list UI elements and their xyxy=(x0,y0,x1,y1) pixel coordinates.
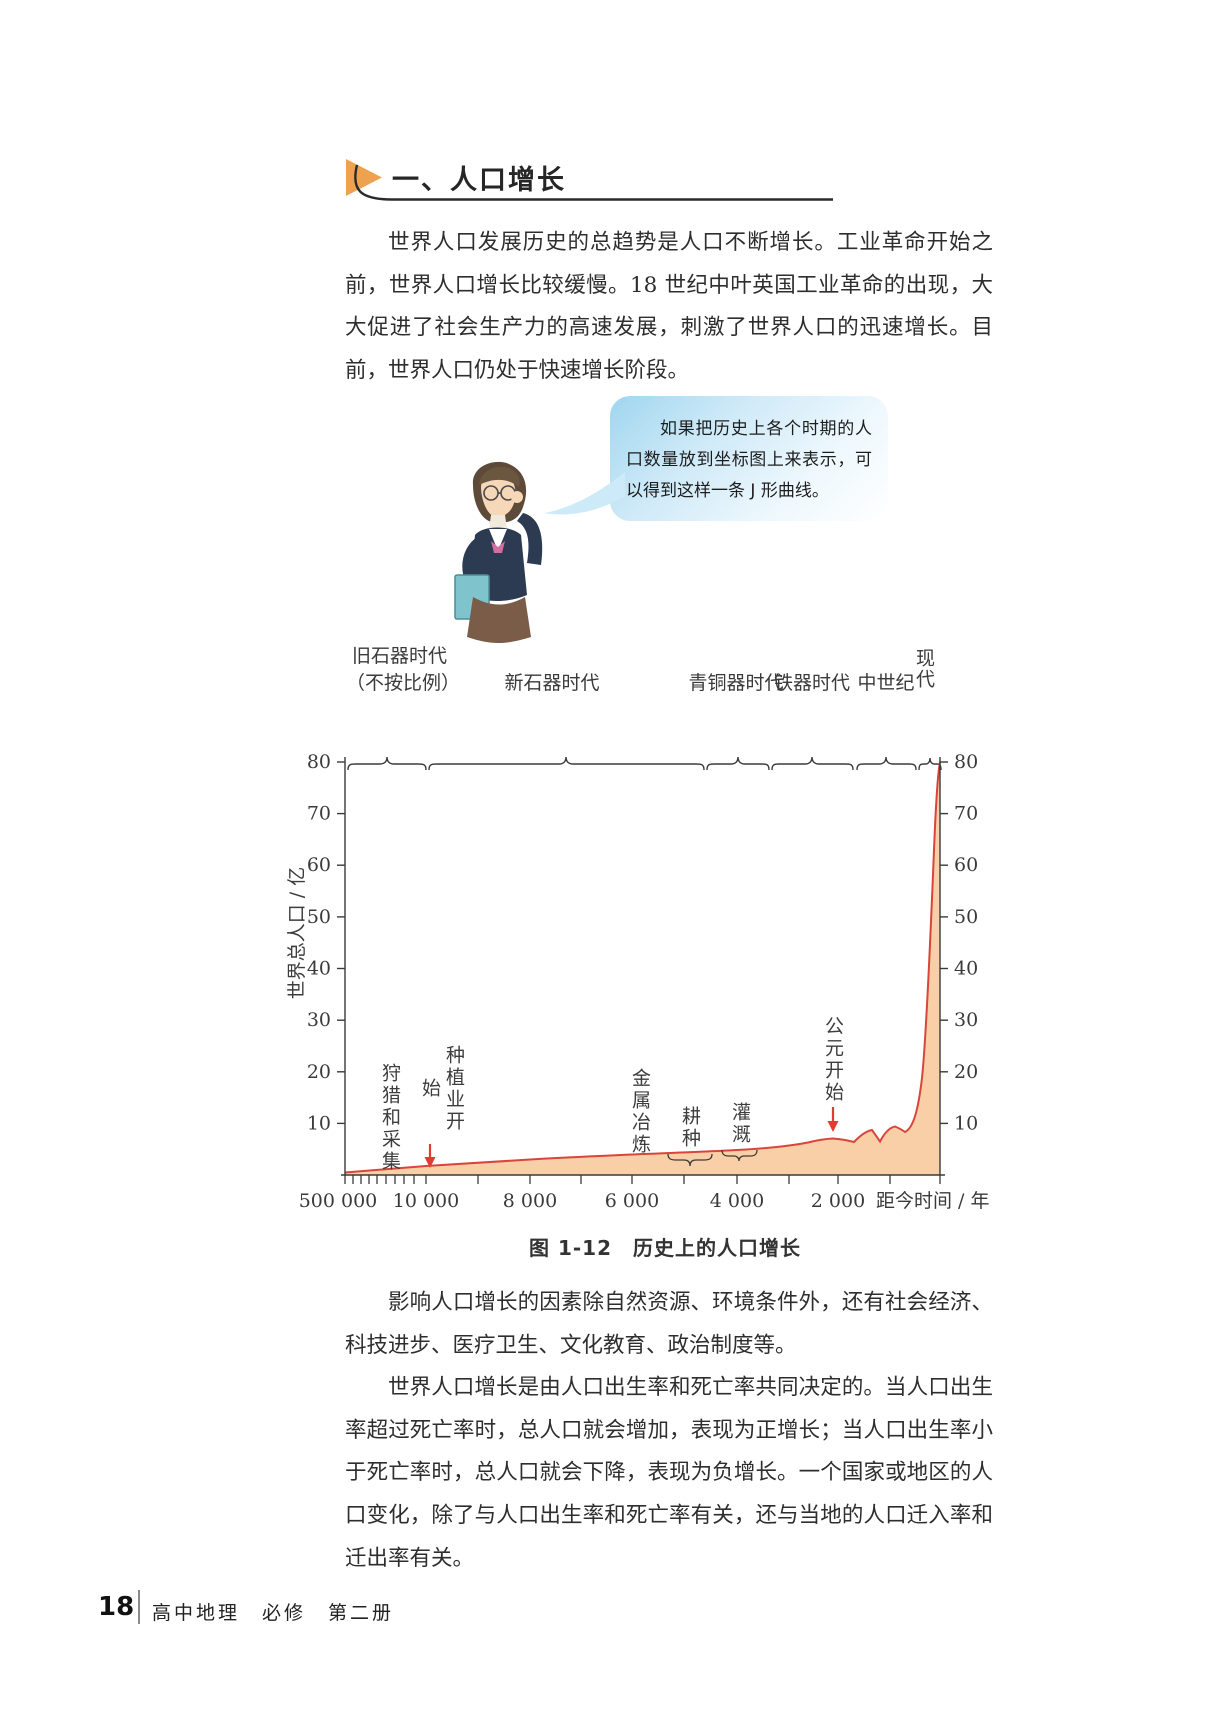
era-paleolithic-note: （不按比例） xyxy=(346,672,460,694)
teacher-shirt xyxy=(489,529,507,551)
speech-bubble: 如果把历史上各个时期的人口数量放到坐标图上来表示，可以得到这样一条 J 形曲线。 xyxy=(610,396,888,521)
svg-text:4 000: 4 000 xyxy=(710,1190,764,1212)
annotation-hunting: 狩猎和采集 xyxy=(379,1062,401,1173)
svg-text:30: 30 xyxy=(954,1009,978,1031)
teacher-bowtie xyxy=(491,541,505,553)
arrow-planting-icon xyxy=(424,1157,436,1168)
svg-text:80: 80 xyxy=(954,751,978,773)
era-bronze: 青铜器时代 xyxy=(688,672,783,694)
svg-text:60: 60 xyxy=(954,854,978,876)
era-paleolithic: 旧石器时代 xyxy=(352,645,447,667)
svg-text:40: 40 xyxy=(954,958,978,980)
svg-text:80: 80 xyxy=(307,751,331,773)
paragraph-2-text: 影响人口增长的因素除自然资源、环境条件外，还有社会经济、科技进步、医疗卫生、文化… xyxy=(345,1290,993,1358)
annotation-metallurgy: 金属冶炼 xyxy=(629,1068,651,1156)
y-tick-labels-right: 80 70 60 50 40 30 20 10 xyxy=(954,751,978,1134)
teacher-neck xyxy=(489,515,507,529)
svg-text:8 000: 8 000 xyxy=(503,1190,557,1212)
svg-text:30: 30 xyxy=(307,1009,331,1031)
svg-text:6 000: 6 000 xyxy=(605,1190,659,1212)
teacher-illustration xyxy=(454,461,543,643)
x-axis-label: 距今时间 / 年 xyxy=(876,1190,989,1212)
y-tick-labels-left: 80 70 60 50 40 30 20 10 xyxy=(307,751,331,1134)
footer-book-title: 高中地理 必修 第二册 xyxy=(152,1602,395,1624)
era-neolithic: 新石器时代 xyxy=(504,672,599,694)
paragraph-1-text: 世界人口发展历史的总趋势是人口不断增长。工业革命开始之前，世界人口增长比较缓慢。… xyxy=(345,230,993,383)
y-ticks-right xyxy=(940,761,948,1125)
teacher-left-arm xyxy=(462,537,485,581)
era-medieval: 中世纪 xyxy=(857,672,914,694)
era-braces xyxy=(347,756,942,771)
svg-text:10 000: 10 000 xyxy=(393,1190,459,1212)
svg-text:50: 50 xyxy=(307,906,331,928)
paragraph-1: 世界人口发展历史的总趋势是人口不断增长。工业革命开始之前，世界人口增长比较缓慢。… xyxy=(345,222,993,392)
arrow-common-era-icon xyxy=(827,1121,839,1132)
svg-text:20: 20 xyxy=(954,1061,978,1083)
x-tick-labels: 500 000 10 000 8 000 6 000 4 000 2 000 xyxy=(299,1190,865,1212)
figure-caption: 图 1-12 历史上的人口增长 xyxy=(528,1236,801,1260)
chart-axes xyxy=(341,757,945,1176)
y-ticks-left xyxy=(337,761,345,1125)
annotation-braces xyxy=(667,1149,758,1167)
svg-text:2 000: 2 000 xyxy=(811,1190,865,1212)
population-curve-line xyxy=(344,761,941,1174)
heading-triangle-icon xyxy=(346,159,382,196)
heading-decoration xyxy=(346,159,833,201)
teacher-hand xyxy=(511,491,523,503)
svg-text:70: 70 xyxy=(954,803,978,825)
annotation-farming: 耕种 xyxy=(679,1106,701,1150)
teacher-skirt xyxy=(467,597,531,643)
teacher-raised-arm xyxy=(517,513,543,565)
footer-divider xyxy=(138,1590,140,1624)
speech-bubble-text: 如果把历史上各个时期的人口数量放到坐标图上来表示，可以得到这样一条 J 形曲线。 xyxy=(626,419,872,501)
annotation-irrigation: 灌溉 xyxy=(729,1102,751,1146)
speech-bubble-tail xyxy=(544,472,625,515)
paragraph-3-text: 世界人口增长是由人口出生率和死亡率共同决定的。当人口出生率超过死亡率时，总人口就… xyxy=(345,1375,993,1571)
y-axis-title: 世界总人口 / 亿 xyxy=(286,866,308,1000)
era-modern: 现代 xyxy=(913,648,935,690)
era-iron: 铁器时代 xyxy=(774,672,850,694)
svg-text:20: 20 xyxy=(307,1061,331,1083)
annotation-common-era: 公元开始 xyxy=(822,1016,844,1104)
svg-text:10: 10 xyxy=(307,1112,331,1134)
svg-text:40: 40 xyxy=(307,958,331,980)
annotation-planting: 种植业开始 xyxy=(419,1045,465,1133)
x-ticks xyxy=(344,1175,941,1184)
svg-text:50: 50 xyxy=(954,906,978,928)
teacher-fringe xyxy=(479,466,520,487)
population-growth-chart: 旧石器时代 （不按比例） 新石器时代 青铜器时代 铁器时代 中世纪 xyxy=(299,645,990,1212)
heading-underline xyxy=(354,164,833,201)
svg-text:10: 10 xyxy=(954,1112,978,1134)
svg-text:70: 70 xyxy=(307,803,331,825)
red-arrows xyxy=(424,1107,839,1168)
svg-text:60: 60 xyxy=(307,854,331,876)
paragraphs-lower: 影响人口增长的因素除自然资源、环境条件外，还有社会经济、科技进步、医疗卫生、文化… xyxy=(345,1282,993,1580)
svg-text:500 000: 500 000 xyxy=(299,1190,378,1212)
section-title: 一、人口增长 xyxy=(392,165,566,196)
page-number: 18 xyxy=(98,1592,135,1622)
